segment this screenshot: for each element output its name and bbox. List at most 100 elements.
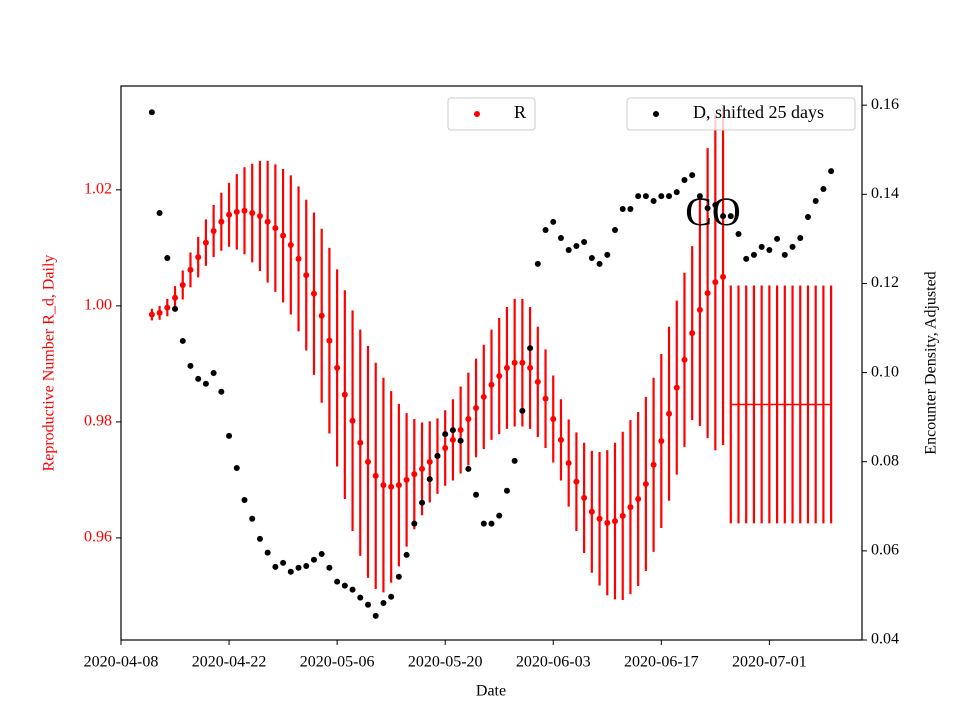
point [557,234,564,241]
point [658,193,665,200]
point [689,172,696,179]
point [318,312,325,319]
y2-axis-label: Encounter Density, Adjusted [923,271,940,454]
point [341,391,348,398]
point [743,255,750,262]
point [210,370,217,377]
point [395,573,402,580]
point [758,243,765,250]
point [179,281,186,288]
point [542,226,549,233]
x-tick-label: 2020-07-01 [732,654,807,671]
point [565,247,572,254]
legend-box [447,97,536,131]
point [542,395,549,402]
point [650,461,657,468]
point [604,519,611,526]
point [496,512,503,519]
x-tick-label: 2020-04-08 [84,654,159,671]
x-tick-label: 2020-04-22 [192,654,267,671]
point [642,480,649,487]
point [388,593,395,600]
point [658,438,665,445]
point [303,563,310,570]
point [256,212,263,219]
point [241,207,248,214]
point [187,362,194,369]
point [179,337,186,344]
y-tick-label: 0.98 [84,413,112,430]
y2-tick-label: 0.16 [871,96,899,113]
point [156,309,163,316]
point [619,206,626,213]
point [310,290,317,297]
y2-tick-label: 0.08 [871,452,899,469]
point [365,458,371,465]
y2-tick-label: 0.04 [871,631,899,648]
point [226,211,233,218]
point [218,218,225,225]
point [295,255,302,262]
point [241,497,248,504]
point [411,520,418,527]
point [419,465,426,472]
point [650,197,657,204]
point [326,564,333,571]
legend-marker [474,111,480,117]
point [465,465,472,472]
point [187,266,194,273]
point [295,564,302,571]
y-tick-label: 0.96 [84,529,112,546]
point [581,494,588,501]
point [473,404,480,411]
point [766,247,773,254]
point [712,279,719,286]
point [226,432,233,439]
point [534,378,541,385]
point [372,472,379,479]
point [727,213,734,220]
point [511,457,518,464]
point [619,512,626,519]
point [318,550,325,557]
point [527,345,534,352]
point [527,364,534,371]
x-axis-label: Date [476,683,506,700]
point [164,304,171,311]
point [789,243,796,250]
point [172,294,179,301]
point [673,384,680,391]
point [349,417,356,424]
point [635,193,642,200]
point [426,476,433,483]
point [573,478,580,485]
point [365,601,371,608]
point [804,214,811,221]
point [218,388,225,395]
point [681,177,688,184]
point [264,549,271,556]
y2-tick-label: 0.14 [871,185,899,202]
point [380,482,387,489]
point [519,407,526,414]
point [388,483,395,490]
point [473,491,480,498]
point [202,239,209,246]
point [557,436,564,443]
point [673,189,680,196]
point [164,255,171,262]
point [550,415,557,422]
point [627,504,634,511]
point [403,476,410,483]
point [349,586,356,593]
point [503,364,510,371]
point [341,582,348,589]
point [666,410,673,417]
point [449,436,456,443]
point [696,306,703,313]
point [666,193,673,200]
point [581,238,588,245]
point [249,515,256,522]
x-tick-label: 2020-06-03 [516,654,591,671]
annotation: CO [685,189,741,234]
